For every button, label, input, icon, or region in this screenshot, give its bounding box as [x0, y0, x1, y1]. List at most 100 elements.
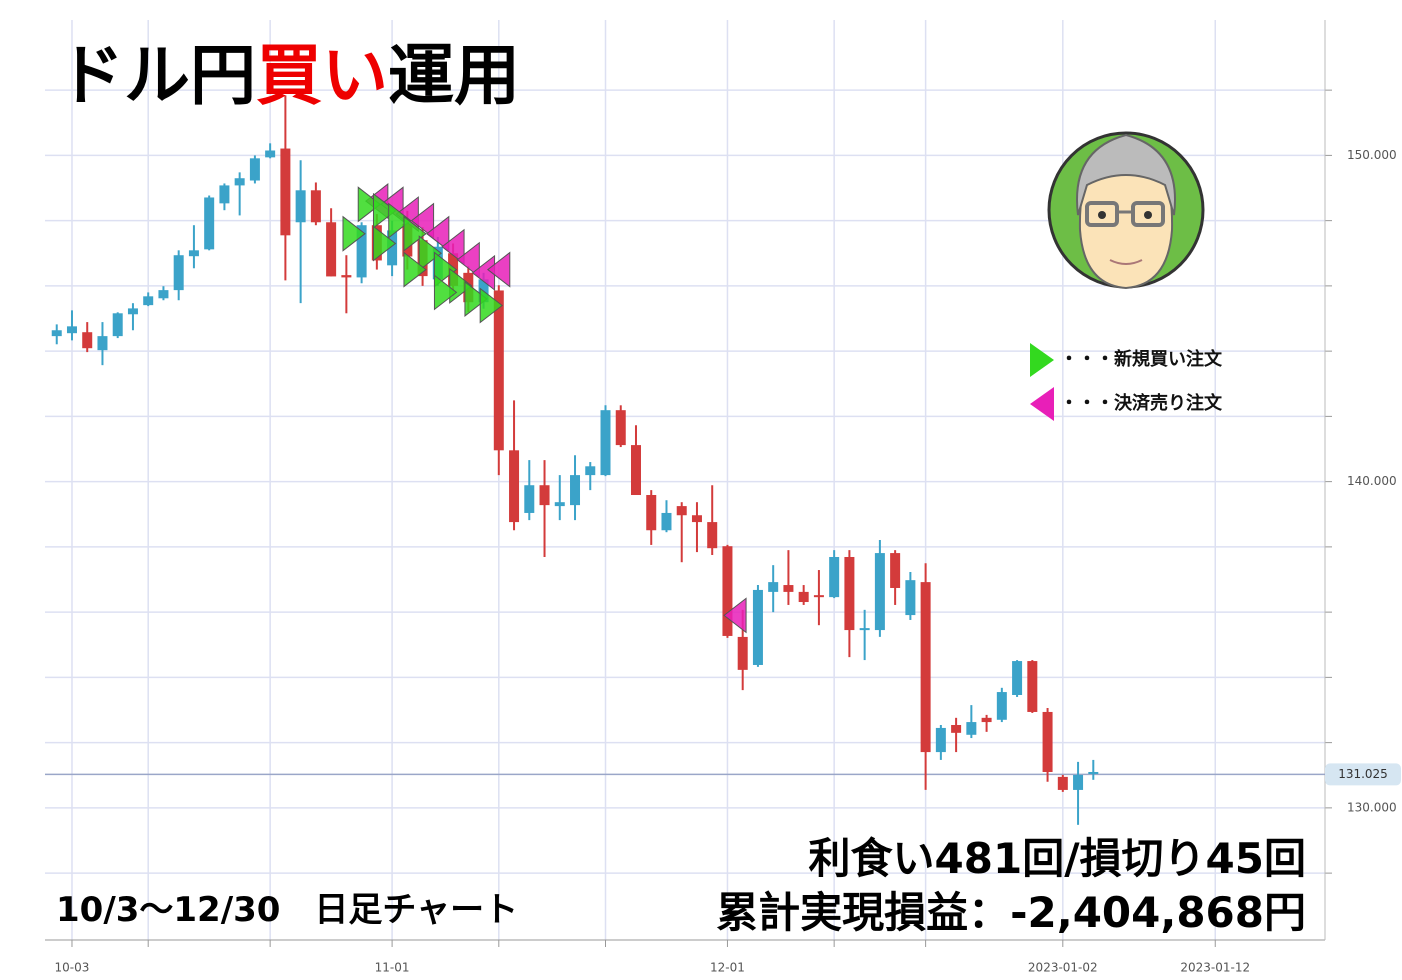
x-tick-label: 2023-01-12: [1180, 961, 1250, 975]
sell-marker: [456, 241, 480, 278]
candle-body: [585, 466, 596, 476]
candle-body: [554, 502, 565, 507]
candle-body: [249, 158, 260, 181]
candle-body: [219, 185, 230, 204]
candle-body: [326, 222, 337, 277]
candle-body: [204, 197, 215, 250]
candle-body: [127, 308, 138, 315]
buy-marker: [403, 215, 427, 252]
stats: 利食い481回/損切り45回 累計実現損益：-2,404,868円: [716, 832, 1306, 940]
legend-swatch: [1030, 343, 1054, 377]
buy-marker: [372, 192, 397, 229]
candle-body: [310, 190, 321, 223]
candle-body: [51, 330, 62, 337]
avatar: [1047, 131, 1205, 290]
buy-marker: [433, 274, 458, 311]
candle-body: [661, 512, 672, 531]
y-tick-label: 130.000: [1347, 800, 1397, 814]
candle-body: [387, 230, 398, 266]
x-tick-label: 12-01: [710, 961, 745, 975]
candle-body: [356, 225, 367, 278]
candle-body: [234, 178, 245, 186]
legend-label: ・・・決済売り注文: [1060, 392, 1223, 414]
buy-marker: [479, 287, 503, 324]
buy-marker: [464, 280, 488, 317]
candle-body: [173, 255, 184, 291]
y-tick-label: 150.000: [1347, 148, 1397, 162]
candle-body: [676, 506, 687, 516]
candle-body: [737, 636, 748, 670]
candle-body: [1057, 776, 1068, 790]
x-tick-label: 10-03: [55, 961, 90, 975]
buy-marker: [449, 267, 473, 304]
candle-body: [707, 522, 718, 549]
sell-marker: [426, 215, 450, 252]
candle-body: [82, 332, 93, 349]
candle-body: [768, 582, 779, 592]
title-part: ドル円: [58, 37, 256, 114]
last-price-tag: [1325, 763, 1401, 786]
candle-body: [920, 582, 931, 753]
candle-body: [813, 595, 824, 598]
candle-body: [874, 553, 885, 631]
candle-body: [1073, 774, 1084, 790]
candle-body: [1012, 661, 1023, 695]
sell-marker: [410, 202, 435, 239]
buy-marker: [388, 202, 412, 239]
candle-body: [600, 410, 611, 476]
candle-body: [112, 313, 123, 337]
candle-body: [539, 485, 550, 506]
buy-marker: [403, 251, 427, 288]
title-part: 運用: [388, 37, 520, 114]
candle-body: [341, 275, 352, 278]
candle-body: [646, 495, 657, 531]
candle-body: [783, 585, 794, 592]
title-part: 買い: [256, 37, 388, 114]
candle-body: [1027, 661, 1038, 712]
candle-body: [859, 628, 870, 631]
stat-line: 累計実現損益：-2,404,868円: [716, 888, 1306, 937]
candle-body: [966, 722, 977, 735]
sell-marker: [723, 597, 747, 634]
candle-body: [1042, 711, 1053, 772]
candle-body: [188, 250, 199, 257]
candle-body: [615, 410, 626, 446]
buy-marker: [342, 215, 366, 252]
last-price-label: 131.025: [1338, 767, 1388, 781]
candle-body: [691, 515, 702, 523]
candle-body: [265, 150, 276, 158]
candle-body: [996, 692, 1007, 720]
legend-label: ・・・新規買い注文: [1060, 348, 1223, 370]
candle-body: [935, 727, 946, 753]
buy-marker: [433, 251, 458, 288]
candle-body: [798, 591, 809, 603]
candle-body: [890, 553, 901, 588]
candle-body: [630, 445, 641, 496]
candle-body: [981, 717, 992, 723]
x-tick-label: 11-01: [375, 961, 410, 975]
candle-body: [752, 589, 763, 665]
buy-marker: [372, 225, 397, 262]
candle-body: [280, 148, 291, 236]
candle-body: [905, 580, 916, 616]
candle-body: [829, 556, 840, 598]
subtitle: 10/3～12/30 日足チャート: [56, 890, 519, 930]
candle-body: [143, 296, 154, 306]
candle-body: [524, 485, 535, 513]
candle-body: [509, 450, 520, 523]
candle-body: [66, 326, 77, 334]
title: ドル円買い運用: [58, 22, 520, 118]
candle-body: [722, 546, 733, 636]
candle-body: [97, 336, 108, 351]
sell-marker: [486, 251, 511, 288]
y-tick-label: 140.000: [1347, 474, 1397, 488]
candle-body: [158, 290, 169, 299]
candle-body: [493, 290, 504, 451]
x-tick-label: 2023-01-02: [1028, 961, 1098, 975]
candle-body: [951, 725, 962, 733]
candle-body: [1088, 771, 1099, 774]
candle-body: [570, 475, 581, 506]
candle-body: [295, 190, 306, 223]
buy-marker: [418, 235, 443, 272]
